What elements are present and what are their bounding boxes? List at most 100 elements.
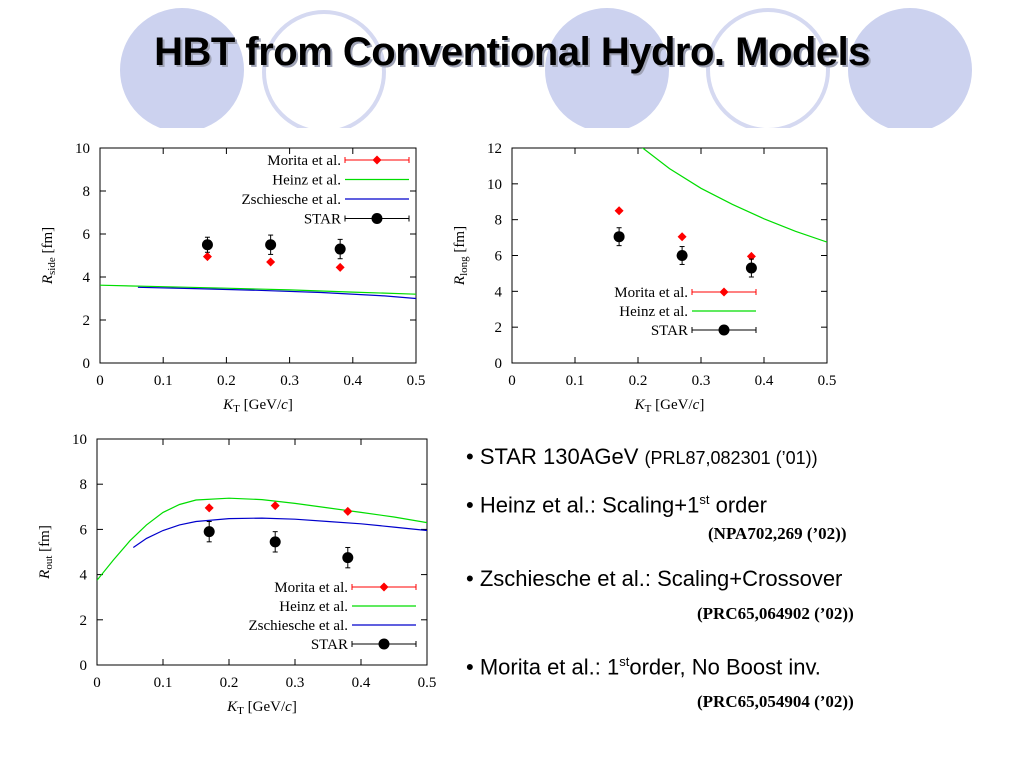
x-tick-label: 0 <box>508 373 516 389</box>
bullet-star: • STAR 130AGeV (PRL87,082301 (’01)) <box>466 444 818 470</box>
legend-marker-morita <box>379 582 389 592</box>
morita-point <box>335 262 345 272</box>
decor-ring <box>706 8 830 128</box>
x-axis-label: KT [GeV/c] <box>222 397 293 415</box>
star-point <box>201 239 213 251</box>
x-tick-label: 0.4 <box>755 373 774 389</box>
bullet-reference: (PRL87,082301 (’01)) <box>644 448 818 468</box>
morita-point <box>266 257 276 267</box>
y-tick-label: 10 <box>75 141 90 157</box>
y-tick-label: 12 <box>487 141 502 157</box>
bullet-text: Heinz et al.: Scaling+1 <box>479 492 700 518</box>
legend-label-zschiesche: Zschiesche et al. <box>248 618 348 634</box>
rout-chart: 0 0.1 0.2 0.3 0.4 0.5 0 2 4 6 8 10 KT [GeV/c] Rout [f… <box>37 432 437 717</box>
x-tick-label: 0.3 <box>286 675 305 691</box>
y-tick-label: 8 <box>495 213 503 229</box>
bullet-text: STAR 130AGeV <box>479 444 645 469</box>
star-point <box>334 243 346 255</box>
title-decoration <box>0 0 1024 128</box>
morita-point <box>343 506 353 516</box>
x-tick-label: 0.2 <box>220 675 239 691</box>
rlong-chart: 0 0.1 0.2 0.3 0.4 0.5 0 2 4 6 8 10 12 KT [GeV/c] Rlong… <box>452 141 837 415</box>
x-tick-label: 0.2 <box>217 373 236 389</box>
plot-frame <box>96 438 428 666</box>
y-tick-label: 6 <box>80 522 88 538</box>
reference-zschiesche: (PRC65,064902 (’02)) <box>697 604 854 623</box>
x-tick-label: 0.4 <box>343 373 362 389</box>
legend-label-heinz: Heinz et al. <box>272 173 341 189</box>
reference-heinz: (NPA702,269 (’02)) <box>708 524 847 543</box>
y-tick-label: 6 <box>495 249 503 265</box>
legend-label-star: STAR <box>304 212 341 228</box>
star-point <box>203 526 215 538</box>
y-tick-label: 4 <box>495 284 503 300</box>
x-tick-label: 0.2 <box>629 373 648 389</box>
legend-marker-morita <box>372 155 382 165</box>
plot-frame <box>99 147 417 364</box>
x-tick-label: 0 <box>93 675 101 691</box>
bullet-text: Zschiesche et al.: Scaling+Crossover <box>479 566 843 591</box>
slide-title: HBT from Conventional Hydro. Models <box>154 30 870 74</box>
rside-chart: 0 0.1 0.2 0.3 0.4 0.5 0 2 4 6 8 10 KT [GeV/c] Rside [… <box>40 141 426 415</box>
legend-marker-star <box>371 213 383 224</box>
y-tick-label: 4 <box>80 568 88 584</box>
y-tick-label: 2 <box>83 313 91 329</box>
morita-point <box>204 503 214 513</box>
bullet-marker: • <box>466 444 480 469</box>
bullet-heinz: • Heinz et al.: Scaling+1st order <box>466 492 767 518</box>
bullet-morita: • Morita et al.: 1storder, No Boost inv. <box>466 654 821 680</box>
bullet-superscript: st <box>699 492 710 507</box>
legend-marker-star <box>718 324 730 336</box>
x-tick-label: 0.5 <box>818 373 837 389</box>
y-tick-label: 6 <box>83 227 91 243</box>
heinz-curve <box>100 284 416 295</box>
star-point <box>613 231 625 243</box>
legend-label-star: STAR <box>311 637 348 653</box>
reference-morita: (PRC65,054904 (’02)) <box>697 692 854 711</box>
y-tick-label: 0 <box>495 356 503 372</box>
morita-point <box>614 206 624 216</box>
legend-label-heinz: Heinz et al. <box>279 599 348 615</box>
y-tick-label: 10 <box>72 432 87 448</box>
x-axis-label: KT [GeV/c] <box>634 397 705 415</box>
bullet-superscript: st <box>619 654 630 669</box>
zschiesche-curve <box>137 286 416 300</box>
decor-ring <box>262 10 386 128</box>
y-tick-label: 4 <box>83 270 91 286</box>
x-tick-label: 0.3 <box>692 373 711 389</box>
x-tick-label: 0.1 <box>154 373 173 389</box>
y-tick-label: 8 <box>83 184 91 200</box>
legend-label-morita: Morita et al. <box>267 153 341 169</box>
y-tick-label: 0 <box>83 356 91 372</box>
morita-point <box>202 252 212 262</box>
bullet-marker: • <box>466 492 480 518</box>
decor-circle <box>848 8 972 128</box>
y-tick-label: 10 <box>487 177 502 193</box>
star-point <box>265 239 277 251</box>
bullet-marker: • <box>466 566 480 591</box>
x-tick-label: 0.5 <box>418 675 437 691</box>
legend-marker-morita <box>719 287 729 297</box>
legend-marker-star <box>378 638 390 650</box>
x-tick-label: 0.4 <box>352 675 371 691</box>
heinz-curve <box>641 148 827 243</box>
y-axis-label: Rside [fm] <box>40 227 58 285</box>
legend-label-morita: Morita et al. <box>274 580 348 596</box>
bullet-zschiesche: • Zschiesche et al.: Scaling+Crossover <box>466 566 842 592</box>
y-axis-label: Rout [fm] <box>37 525 55 580</box>
decor-circle <box>545 8 669 128</box>
bullet-marker: • <box>466 654 480 680</box>
x-tick-label: 0.5 <box>407 373 426 389</box>
morita-point <box>270 501 280 511</box>
y-tick-label: 8 <box>80 477 88 493</box>
star-point <box>745 262 757 274</box>
legend-label-morita: Morita et al. <box>614 285 688 301</box>
morita-point <box>677 232 687 242</box>
x-tick-label: 0.3 <box>280 373 299 389</box>
legend-label-star: STAR <box>651 323 688 339</box>
bullet-text-after: order, No Boost inv. <box>629 654 821 680</box>
heinz-curve <box>97 497 427 581</box>
star-point <box>269 536 281 548</box>
legend-label-zschiesche: Zschiesche et al. <box>241 192 341 208</box>
bullet-text: Morita et al.: 1 <box>479 654 620 680</box>
